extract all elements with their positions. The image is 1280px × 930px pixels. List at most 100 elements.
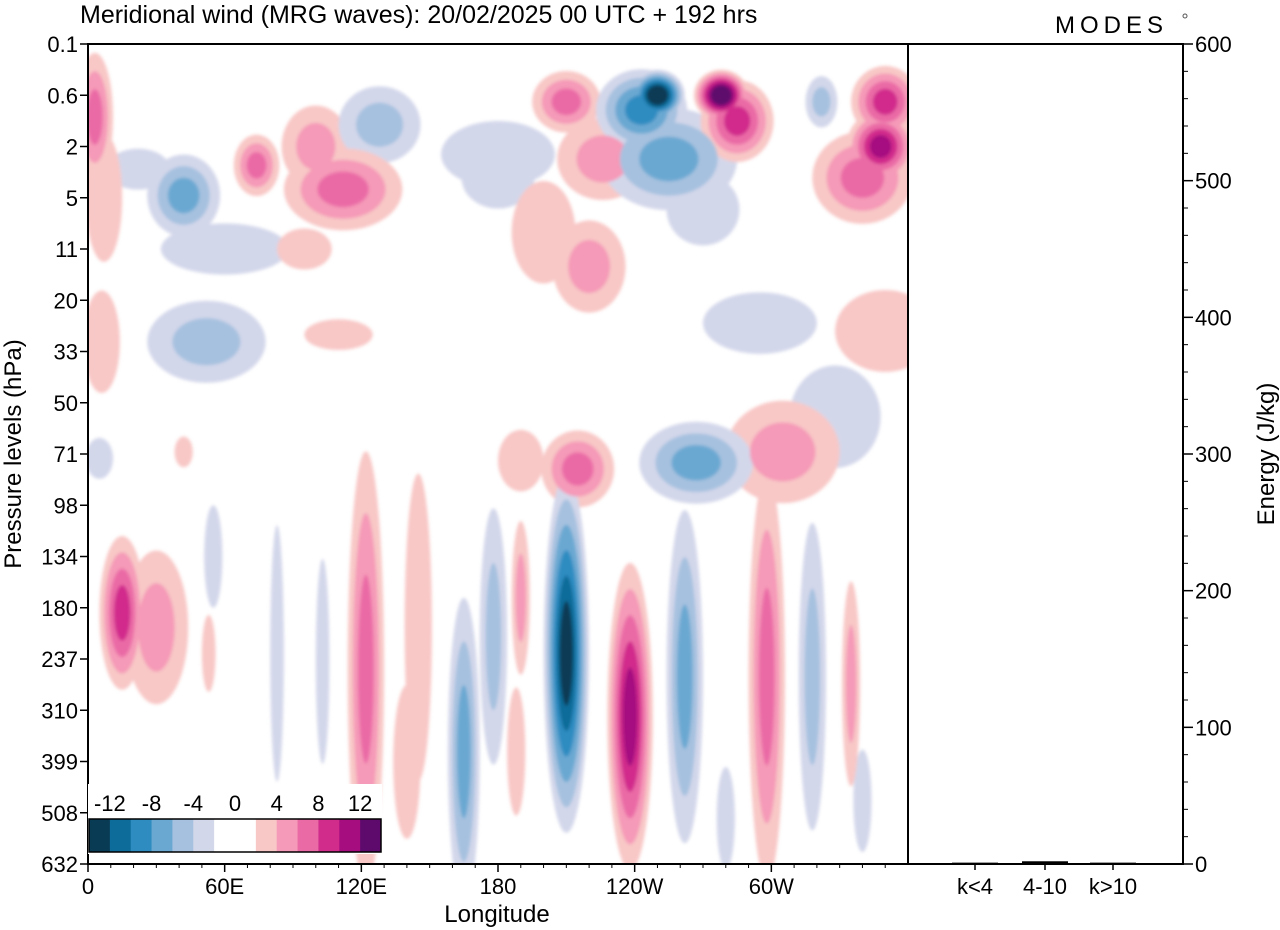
wind-anomaly-contour	[869, 135, 892, 158]
wind-anomaly-contour	[639, 136, 699, 182]
colorbar-swatch	[318, 819, 340, 852]
wind-anomaly-contour	[568, 240, 611, 294]
longitude-tick-label: 120W	[606, 874, 664, 899]
wind-anomaly-contour	[461, 147, 535, 209]
energy-tick-label: 100	[1195, 715, 1232, 740]
energy-category-label: k<4	[957, 874, 993, 899]
colorbar-label: 12	[348, 791, 372, 816]
wind-anomaly-contour	[703, 292, 817, 354]
wind-anomaly-contour	[853, 749, 872, 852]
pressure-tick-label: 237	[41, 647, 78, 672]
colorbar-swatch	[255, 819, 278, 852]
wind-anomaly-contour	[507, 687, 526, 816]
wind-anomaly-contour	[88, 89, 103, 145]
pressure-tick-label: 50	[54, 391, 78, 416]
colorbar-swatch	[89, 819, 111, 852]
colorbar-swatch	[360, 819, 382, 852]
pressure-tick-label: 33	[54, 340, 78, 365]
colorbar-label: -4	[184, 791, 204, 816]
pressure-tick-label: 310	[41, 698, 78, 723]
energy-bar	[952, 862, 998, 864]
wind-anomaly-contour	[622, 667, 638, 766]
wind-anomaly-contour	[835, 289, 908, 372]
energy-axis: 0 100 200 300 400 500 600	[1183, 32, 1232, 877]
pressure-tick-label: 0.6	[47, 83, 78, 108]
wind-anomaly-contour	[559, 601, 573, 706]
wind-anomaly-contour	[137, 583, 175, 672]
colorbar-swatch	[151, 819, 173, 852]
wind-anomaly-contour	[174, 436, 193, 468]
logo-registered-mark	[1182, 13, 1188, 19]
pressure-tick-label: 2	[66, 135, 78, 160]
energy-tick-label: 0	[1195, 852, 1207, 877]
wind-anomaly-contour	[88, 437, 114, 479]
wind-anomaly-contour	[561, 452, 594, 486]
colorbar-frame	[88, 818, 382, 853]
colorbar-swatch	[235, 819, 257, 852]
wind-anomaly-contour	[88, 290, 120, 393]
energy-axis-label: Energy (J/kg)	[1253, 383, 1280, 526]
energy-tick-label: 200	[1195, 579, 1232, 604]
wind-anomaly-contour	[167, 177, 200, 214]
colorbar-swatch	[297, 819, 319, 852]
pressure-tick-label: 71	[54, 442, 78, 467]
wind-anomaly-contour	[355, 102, 404, 147]
modes-logo: MODES	[1055, 12, 1168, 39]
colorbar-swatch	[109, 819, 132, 852]
pressure-tick-label: 98	[54, 493, 78, 518]
energy-category-label: 4-10	[1023, 874, 1067, 899]
colorbar-swatch	[339, 819, 361, 852]
colorbar-label: -8	[142, 791, 162, 816]
colorbar-label: 8	[312, 791, 324, 816]
wind-anomaly-contour	[515, 553, 527, 643]
energy-bars: k<4 4-10 k>10	[952, 861, 1137, 899]
pressure-axis: 0.1 0.6 2 5 11 20 33 50 71 98 134 180 237 310 399 508 63…	[41, 32, 88, 877]
pressure-tick-label: 11	[55, 237, 78, 262]
pressure-tick-label: 399	[41, 750, 78, 775]
energy-tick-label: 400	[1195, 305, 1232, 330]
wind-anomaly-contour	[872, 88, 898, 115]
wind-anomaly-contour	[723, 106, 751, 136]
wind-anomaly-contour	[804, 588, 821, 766]
wind-anomaly-contour	[758, 587, 775, 766]
wind-anomaly-contour	[393, 685, 421, 839]
wind-anomaly-contour	[160, 223, 289, 275]
wind-anomaly-contour	[485, 562, 502, 711]
heatmap-plot-area	[88, 44, 908, 864]
wind-anomaly-contour	[551, 88, 582, 116]
wind-anomaly-contour	[650, 88, 665, 103]
colorbar-swatch	[130, 819, 153, 852]
colorbar-swatch	[193, 819, 215, 852]
pressure-tick-label: 134	[41, 545, 78, 570]
wind-anomaly-contour	[296, 122, 336, 171]
colorbar-swatch	[276, 819, 299, 852]
wind-anomaly-contour	[315, 558, 330, 764]
wind-anomaly-contour	[317, 171, 369, 208]
wind-anomaly-contour	[845, 624, 857, 743]
longitude-tick-label: 60W	[749, 874, 794, 899]
wind-anomaly-contour	[576, 135, 629, 183]
wind-anomaly-contour	[277, 228, 332, 270]
energy-bar	[1022, 861, 1068, 864]
longitude-tick-label: 180	[480, 874, 517, 899]
longitude-axis: 0 60E 120E 180 120W 60W	[82, 864, 886, 899]
colorbar-label: 0	[229, 791, 241, 816]
wind-anomaly-contour	[357, 574, 374, 764]
wind-anomaly-contour	[716, 766, 735, 864]
wind-anomaly-contour	[113, 584, 131, 641]
x-axis-label: Longitude	[444, 901, 549, 928]
energy-tick-label: 300	[1195, 442, 1232, 467]
longitude-tick-label: 120E	[336, 874, 387, 899]
energy-tick-label: 600	[1195, 32, 1232, 57]
pressure-tick-label: 508	[41, 801, 78, 826]
chart-title: Meridional wind (MRG waves): 20/02/2025 …	[80, 1, 757, 29]
energy-tick-label: 500	[1195, 169, 1232, 194]
wind-anomaly-contour	[671, 444, 721, 481]
wind-anomaly-contour	[204, 505, 223, 608]
wind-anomaly-contour	[201, 614, 216, 692]
wind-anomaly-contour	[456, 684, 471, 819]
wind-anomaly-contour	[713, 88, 729, 103]
colorbar-label: -12	[94, 791, 126, 816]
wind-anomaly-contour	[304, 319, 373, 351]
